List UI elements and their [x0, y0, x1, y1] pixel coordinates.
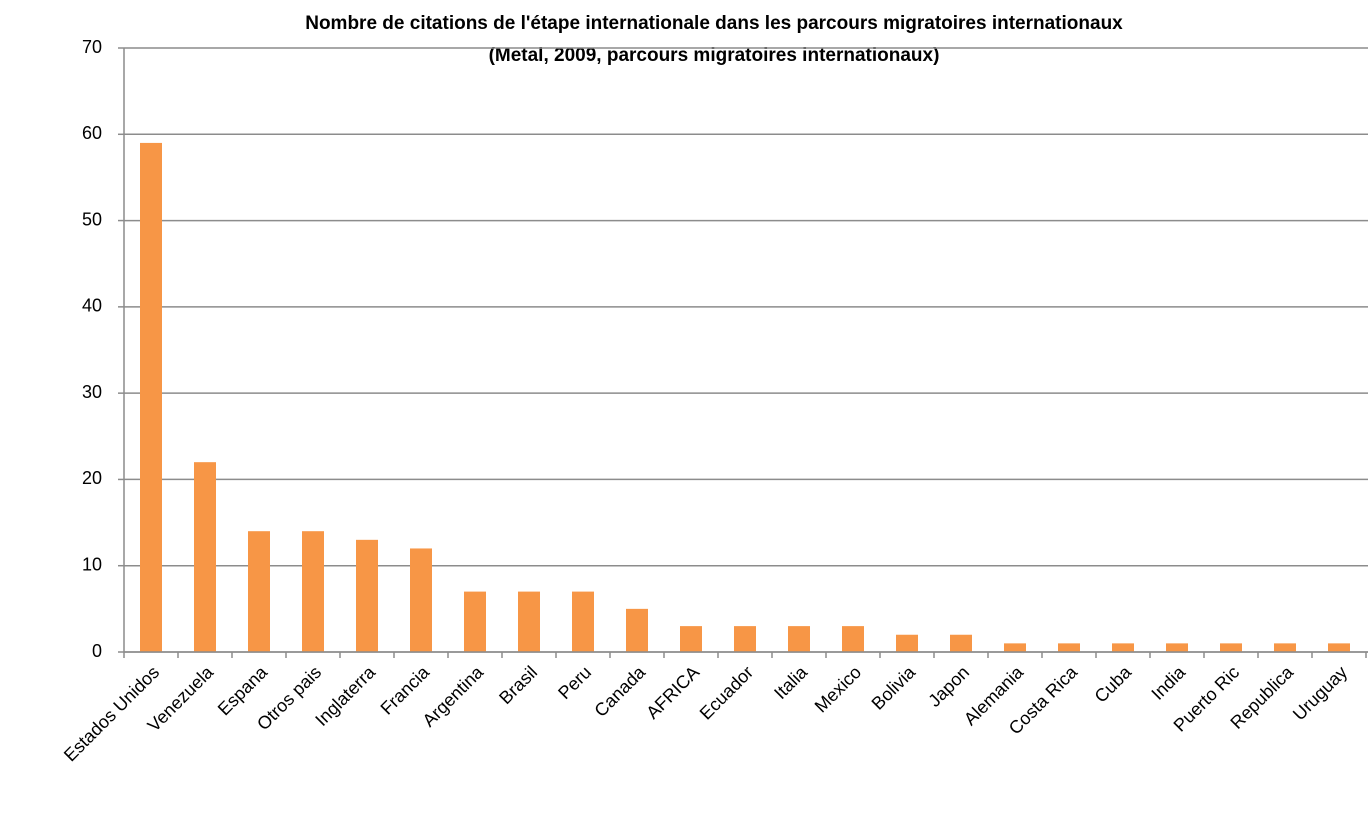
x-tick-label: Italia [770, 661, 812, 703]
bar [950, 634, 972, 652]
x-tick-label: Japon [924, 662, 973, 711]
x-tick-label: India [1147, 661, 1189, 703]
bar [680, 626, 702, 652]
x-tick-label: Peru [554, 662, 595, 703]
y-tick-label: 60 [82, 123, 102, 143]
x-tick-label: Uruguay [1289, 662, 1351, 724]
y-tick-label: 40 [82, 296, 102, 316]
x-tick-label: Brasil [495, 662, 541, 708]
y-tick-label: 0 [92, 641, 102, 661]
bar [194, 462, 216, 652]
x-tick-label: Bolivia [868, 661, 920, 713]
y-tick-label: 70 [82, 37, 102, 57]
bar [1112, 643, 1134, 652]
x-tick-label: Estados Unidos [60, 662, 163, 765]
bar [842, 626, 864, 652]
bar [248, 531, 270, 652]
x-tick-label: Inglaterra [311, 661, 380, 730]
bar [1328, 643, 1350, 652]
bar [1220, 643, 1242, 652]
bar [734, 626, 756, 652]
bar [410, 548, 432, 652]
bar [356, 539, 378, 652]
bar [1274, 643, 1296, 652]
bar [302, 531, 324, 652]
y-tick-label: 50 [82, 209, 102, 229]
bar [464, 591, 486, 652]
bar [1166, 643, 1188, 652]
bar [1058, 643, 1080, 652]
y-tick-label: 30 [82, 382, 102, 402]
bar [518, 591, 540, 652]
x-tick-label: Cuba [1091, 661, 1136, 706]
chart-subtitle: (Metal, 2009, parcours migratoires inter… [489, 45, 940, 66]
x-tick-label: Mexico [811, 662, 865, 716]
bar [788, 626, 810, 652]
x-tick-label: AFRICA [642, 662, 703, 723]
bar [572, 591, 594, 652]
x-tick-label: Canada [590, 661, 649, 720]
y-tick-label: 10 [82, 554, 102, 574]
bar [896, 634, 918, 652]
x-tick-label: Ecuador [696, 662, 758, 724]
x-tick-label: Argentina [419, 661, 488, 730]
y-tick-label: 20 [82, 468, 102, 488]
bar [1004, 643, 1026, 652]
bar [626, 608, 648, 652]
chart-title: Nombre de citations de l'étape internati… [305, 13, 1123, 34]
bar [140, 142, 162, 652]
